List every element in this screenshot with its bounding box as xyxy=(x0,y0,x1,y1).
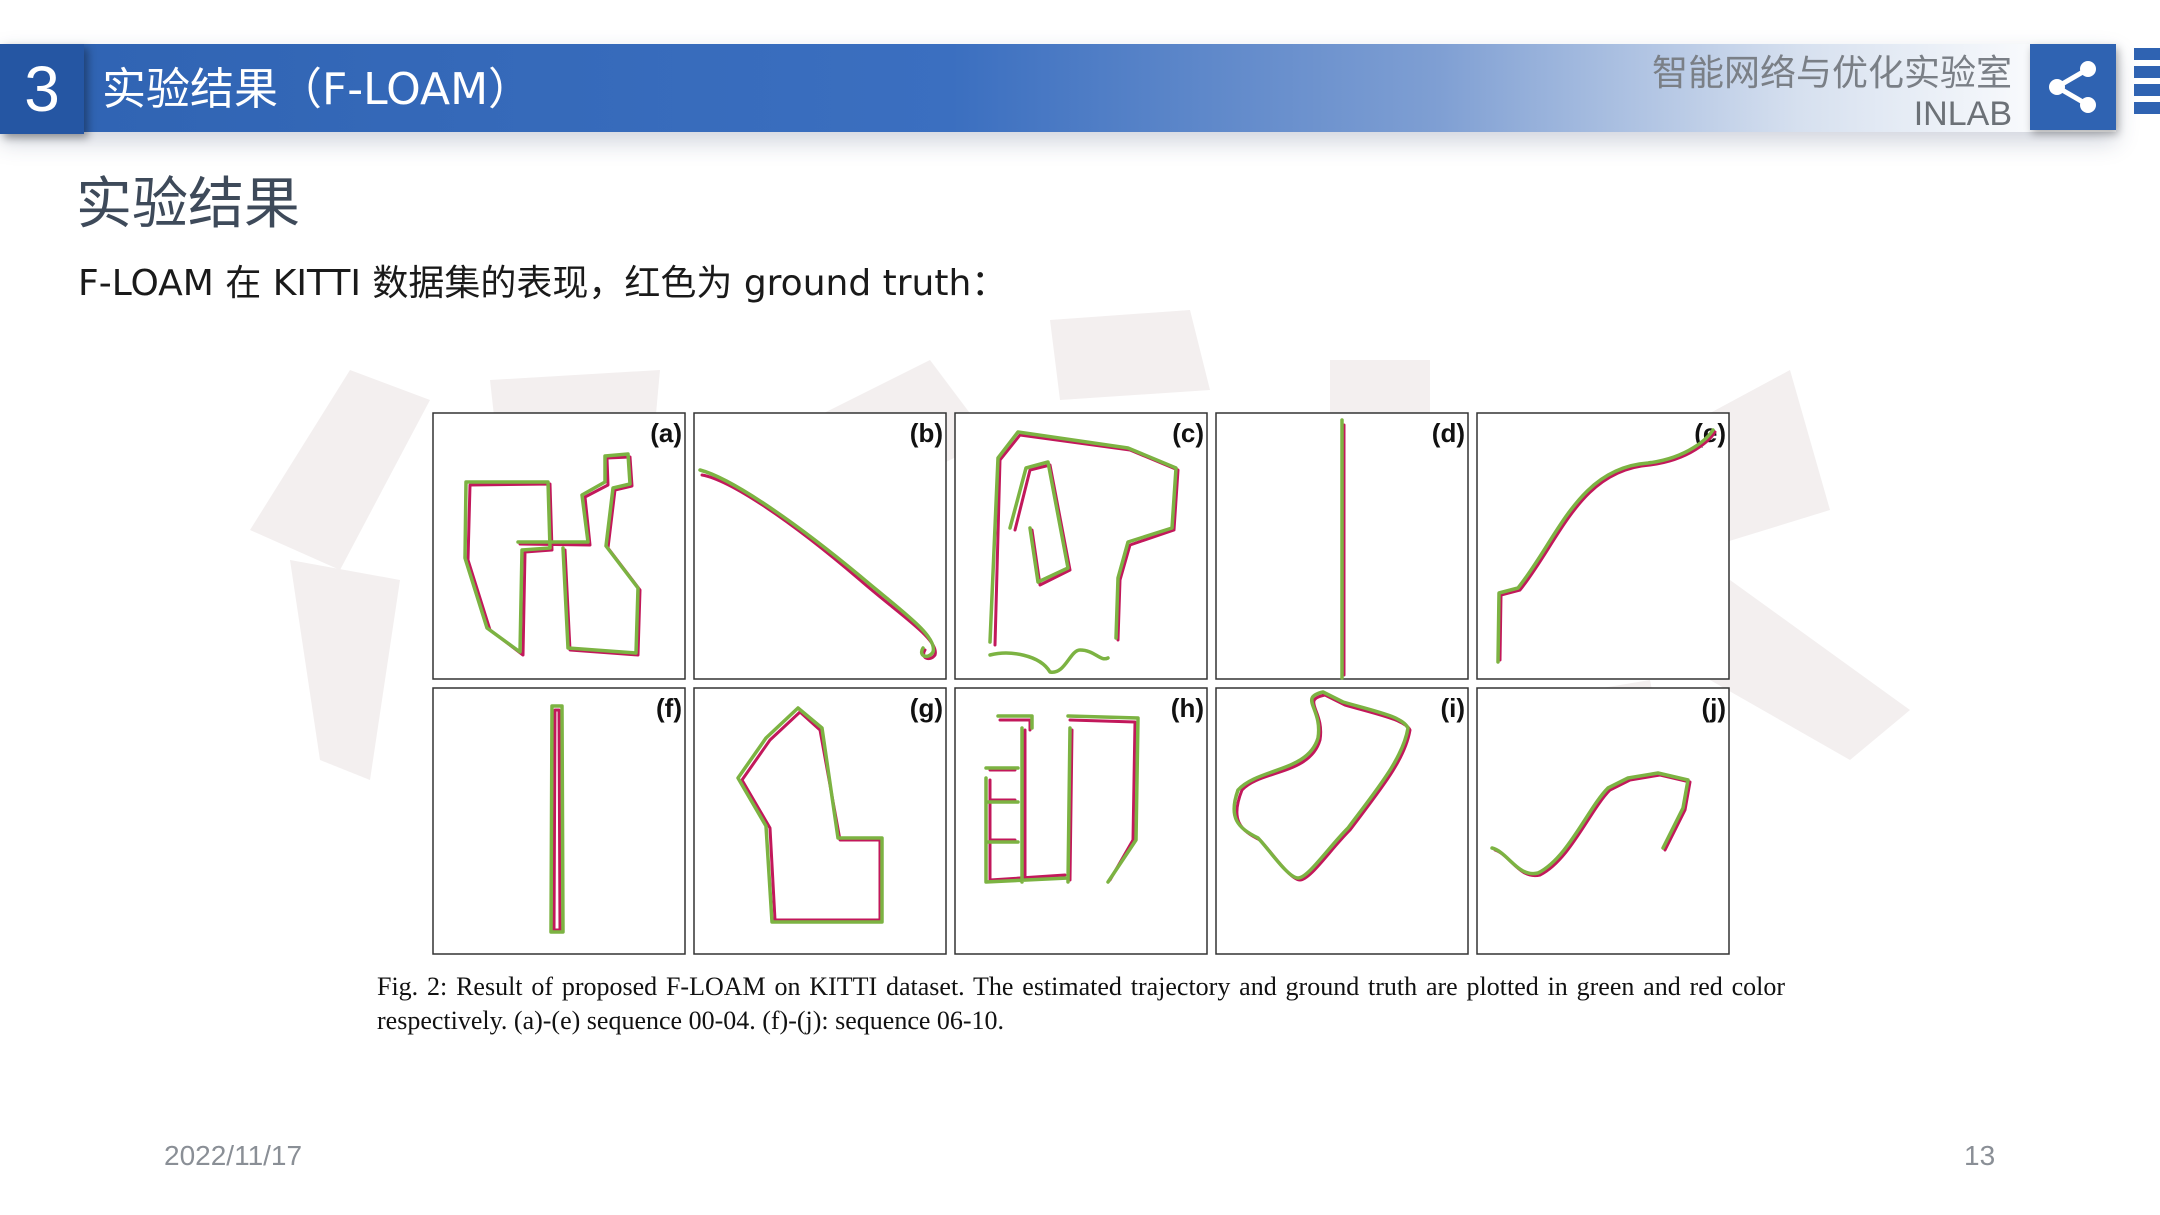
figure-caption: Fig. 2: Result of proposed F-LOAM on KIT… xyxy=(377,972,1785,1035)
slide-heading: 实验结果 xyxy=(76,172,300,237)
header-title: 实验结果（F-LOAM） xyxy=(102,64,533,115)
panel-label-a: (a) xyxy=(650,418,682,448)
section-number: 3 xyxy=(0,44,84,134)
truth-b xyxy=(700,473,937,661)
estimate-a xyxy=(463,452,640,655)
trajectory-figure: (a) (b) (c) (d) (e) (f) (g) (h) (i) (j) xyxy=(432,412,1730,955)
panel-h-frame xyxy=(954,687,1208,955)
estimate-i xyxy=(1232,690,1410,880)
side-stripes xyxy=(2134,48,2160,134)
estimate-f xyxy=(549,704,565,934)
panel-label-j: (j) xyxy=(1701,693,1726,723)
estimate-c xyxy=(988,430,1178,674)
estimate-b xyxy=(698,468,936,659)
panel-label-b: (b) xyxy=(910,418,943,448)
panel-label-d: (d) xyxy=(1432,418,1465,448)
estimate-e xyxy=(1496,428,1715,664)
estimate-j xyxy=(1490,771,1690,876)
truth-h xyxy=(988,718,1137,882)
truth-e xyxy=(1498,430,1717,662)
panel-j-frame xyxy=(1476,687,1730,955)
page-number: 13 xyxy=(1964,1140,1996,1171)
panel-label-h: (h) xyxy=(1171,693,1204,723)
estimate-h xyxy=(984,714,1140,884)
panel-i-frame xyxy=(1215,687,1469,955)
lab-abbreviation: INLAB xyxy=(1913,95,2012,133)
footer-date: 2022/11/17 xyxy=(164,1140,303,1171)
header-bar xyxy=(0,44,2116,132)
share-button[interactable] xyxy=(2030,44,2116,130)
lab-name: 智能网络与优化实验室 xyxy=(1651,53,2012,94)
estimate-g xyxy=(736,706,884,924)
truth-f xyxy=(552,708,562,932)
truth-a xyxy=(466,455,642,657)
slide-subtitle: F-LOAM 在 KITTI 数据集的表现，红色为 ground truth： xyxy=(78,263,1008,304)
panel-label-g: (g) xyxy=(910,693,943,723)
share-icon xyxy=(2049,61,2096,113)
panel-e-frame xyxy=(1476,412,1730,680)
panel-label-c: (c) xyxy=(1172,418,1204,448)
panel-label-f: (f) xyxy=(656,693,682,723)
panel-label-i: (i) xyxy=(1440,693,1465,723)
